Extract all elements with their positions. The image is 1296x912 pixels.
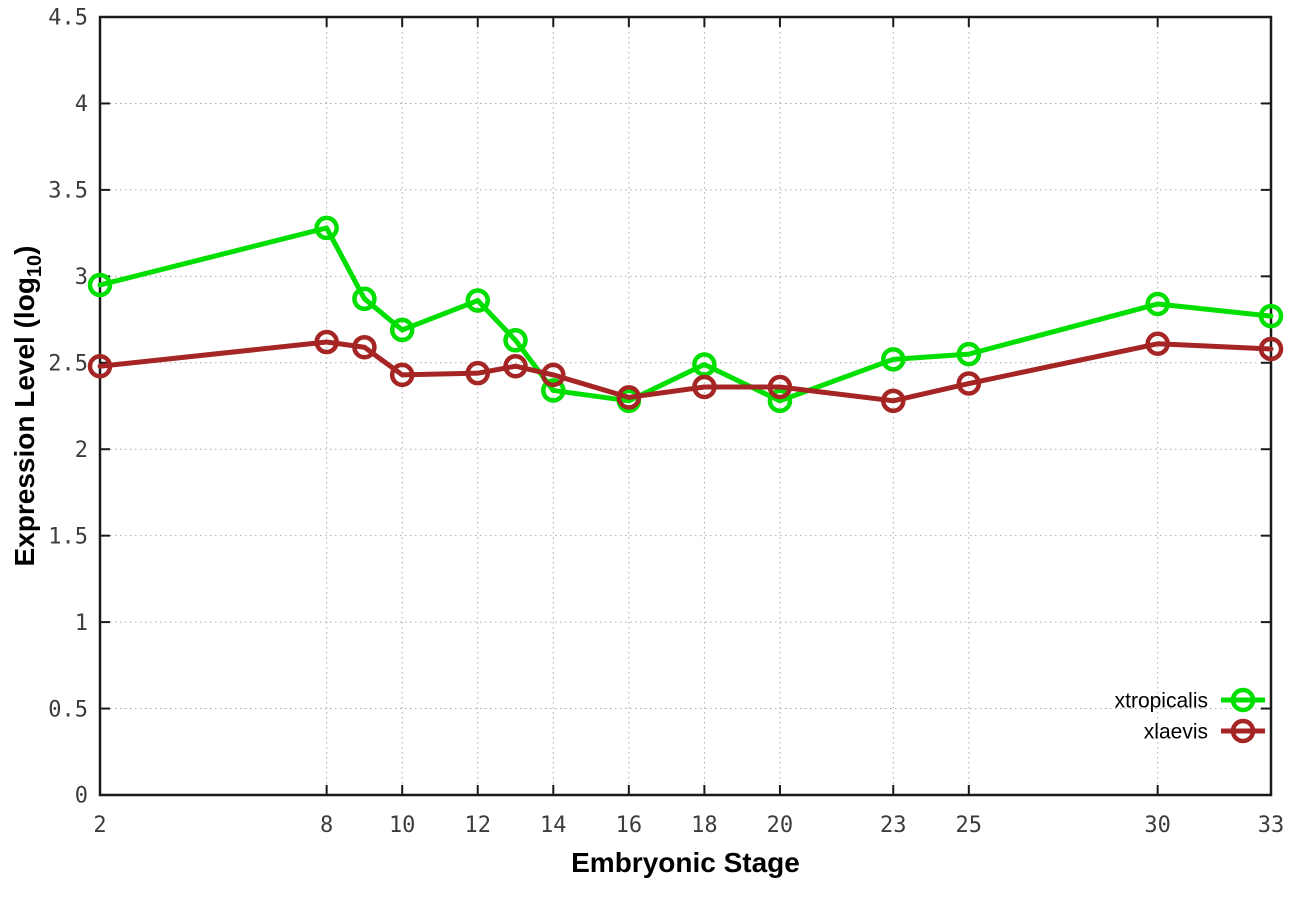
x-tick-label: 33	[1258, 813, 1285, 838]
data-point-xtropicalis	[1258, 303, 1284, 329]
data-point-xtropicalis	[767, 388, 793, 414]
y-axis-title: Expression Level (log10)	[9, 246, 46, 567]
y-tick-label: 2	[75, 438, 88, 463]
series-xlaevis	[87, 329, 1284, 414]
y-tick-label: 3.5	[48, 179, 88, 204]
data-point-xlaevis	[956, 371, 982, 396]
data-point-xlaevis	[616, 385, 642, 410]
data-point-xlaevis	[503, 353, 528, 379]
x-tick-label: 25	[956, 813, 983, 838]
x-tick-label: 18	[691, 813, 718, 838]
legend-label: xlaevis	[1144, 720, 1208, 743]
x-tick-label: 12	[464, 813, 491, 838]
data-point-xtropicalis	[314, 215, 339, 241]
grid-lines	[100, 17, 1271, 795]
x-tick-label: 20	[767, 813, 794, 838]
data-point-xlaevis	[541, 362, 566, 388]
legend-sample-marker	[1230, 718, 1256, 744]
data-point-xtropicalis	[352, 286, 377, 312]
y-tick-label: 0	[75, 784, 88, 809]
data-point-xlaevis	[352, 334, 377, 360]
legend-item-xtropicalis: xtropicalis	[1115, 687, 1265, 713]
y-tick-label: 2.5	[48, 351, 88, 376]
data-point-xtropicalis	[881, 347, 906, 372]
data-point-xlaevis	[1145, 331, 1170, 357]
y-tick-label: 3	[75, 265, 88, 290]
y-tick-label: 4.5	[48, 6, 88, 31]
data-point-xtropicalis	[503, 328, 528, 353]
data-point-xlaevis	[314, 329, 339, 355]
plot-border	[98, 15, 1273, 797]
data-point-xtropicalis	[541, 378, 566, 403]
legend-label: xtropicalis	[1115, 689, 1208, 712]
data-point-xtropicalis	[465, 288, 490, 313]
legend: xtropicalis xlaevis	[1115, 687, 1265, 744]
x-tick-label: 10	[389, 813, 416, 838]
data-point-xlaevis	[87, 353, 113, 379]
series-xtropicalis	[87, 215, 1284, 414]
data-point-xlaevis	[389, 362, 415, 388]
data-point-xlaevis	[692, 374, 717, 400]
data-point-xlaevis	[1258, 336, 1284, 362]
series-line-xtropicalis	[97, 225, 1274, 404]
x-tick-label: 8	[320, 813, 333, 838]
legend-item-xlaevis: xlaevis	[1144, 718, 1265, 744]
data-point-xlaevis	[465, 360, 490, 386]
data-point-xlaevis	[767, 374, 793, 400]
y-tick-label: 1.5	[48, 524, 88, 549]
x-axis-title: Embryonic Stage	[571, 847, 800, 878]
x-tick-label: 30	[1144, 813, 1171, 838]
data-point-xlaevis	[881, 388, 906, 414]
x-tick-label: 16	[616, 813, 643, 838]
y-tick-label: 0.5	[48, 697, 88, 722]
legend-sample-marker	[1230, 687, 1256, 713]
data-point-xtropicalis	[692, 352, 717, 377]
x-tick-label: 14	[540, 813, 567, 838]
y-tick-label: 1	[75, 611, 88, 636]
tick-marks	[99, 16, 1272, 796]
x-tick-label: 23	[880, 813, 907, 838]
data-point-xtropicalis	[389, 317, 415, 343]
data-point-xtropicalis	[1145, 291, 1170, 317]
data-point-xtropicalis	[956, 341, 982, 367]
data-point-xtropicalis	[87, 272, 113, 298]
y-tick-label: 4	[75, 92, 88, 117]
x-tick-label: 2	[93, 813, 106, 838]
